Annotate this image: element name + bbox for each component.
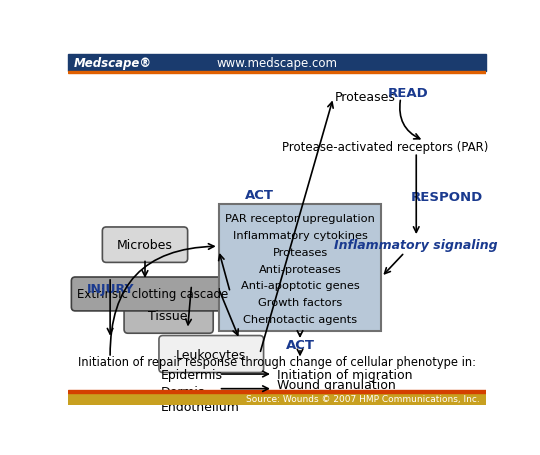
FancyBboxPatch shape [159, 336, 264, 373]
Text: Extrinsic clotting cascade: Extrinsic clotting cascade [77, 288, 228, 301]
Text: ACT: ACT [286, 339, 314, 352]
Text: PAR receptor upregulation: PAR receptor upregulation [225, 213, 375, 223]
Text: Growth factors: Growth factors [258, 298, 342, 308]
Bar [68, 393, 486, 405]
Bar [219, 204, 381, 331]
Text: Tissue: Tissue [148, 309, 188, 322]
FancyBboxPatch shape [71, 278, 234, 311]
Text: Protease-activated receptors (PAR): Protease-activated receptors (PAR) [282, 140, 489, 153]
Text: RESPOND: RESPOND [411, 190, 483, 203]
Text: Anti-apoptotic genes: Anti-apoptotic genes [241, 281, 360, 291]
Text: Source: Wounds © 2007 HMP Communications, Inc.: Source: Wounds © 2007 HMP Communications… [246, 394, 480, 403]
Bar [68, 71, 486, 74]
Text: Wound granulation: Wound granulation [277, 379, 395, 391]
Text: Anti-proteases: Anti-proteases [259, 264, 341, 274]
Text: Microbes: Microbes [117, 239, 173, 252]
FancyBboxPatch shape [103, 228, 187, 263]
Text: Proteases: Proteases [272, 247, 328, 257]
Text: Leukocytes: Leukocytes [176, 348, 246, 361]
Text: Chemotactic agents: Chemotactic agents [243, 315, 357, 325]
Text: www.medscape.com: www.medscape.com [216, 56, 338, 70]
Bar [68, 390, 486, 393]
Text: Initiation of migration: Initiation of migration [277, 368, 412, 381]
Text: INJURY: INJURY [86, 283, 134, 295]
Text: Dermis
Endothelium: Dermis Endothelium [160, 385, 239, 413]
Text: Inflammatory cytokines: Inflammatory cytokines [233, 230, 367, 240]
Text: Medscape®: Medscape® [73, 56, 152, 70]
FancyBboxPatch shape [124, 298, 213, 334]
Text: Inflammatory signaling: Inflammatory signaling [334, 239, 498, 252]
Text: Initiation of repair response through change of cellular phenotype in:: Initiation of repair response through ch… [78, 355, 476, 369]
Text: Proteases: Proteases [335, 91, 396, 103]
Text: READ: READ [388, 86, 429, 100]
Bar [68, 55, 486, 71]
Text: Epidermis: Epidermis [160, 368, 222, 381]
Text: ACT: ACT [245, 189, 274, 202]
